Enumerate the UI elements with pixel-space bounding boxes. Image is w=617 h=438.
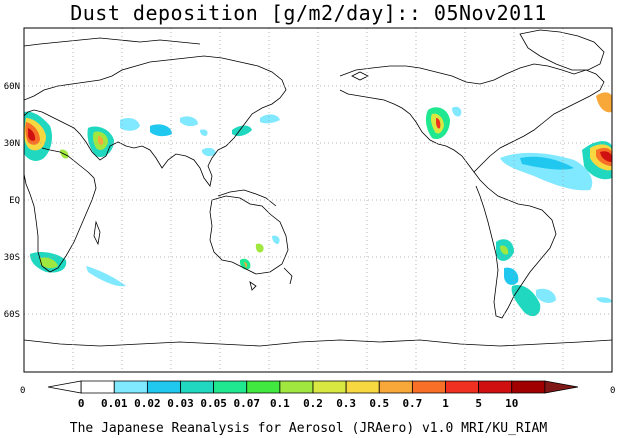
colorbar-tick-label: 0.02	[134, 397, 161, 410]
dust-shading	[24, 92, 612, 317]
coastlines	[24, 29, 612, 347]
colorbar-swatch	[180, 380, 215, 394]
map-title: Dust deposition [g/m2/day]:: 05Nov2011	[70, 1, 547, 25]
colorbar-swatch	[279, 380, 314, 394]
colorbar-tick-label: 0	[77, 397, 85, 410]
lat-label-60n: 60N	[3, 82, 20, 92]
colorbar-tick-label: 0.5	[369, 397, 390, 410]
colorbar-swatch	[411, 380, 446, 394]
colorbar-tick-label: 5	[475, 397, 482, 410]
colorbar-swatch	[113, 380, 148, 394]
colorbar-swatch	[47, 380, 82, 394]
colorbar-swatch	[445, 380, 480, 394]
colorbar-swatch	[378, 380, 413, 394]
lat-label-eq: EQ	[9, 196, 20, 206]
colorbar-tick-label: 0.3	[336, 397, 357, 410]
map-frame	[23, 27, 613, 373]
lat-label-60s: 60S	[3, 310, 20, 320]
colorbar-swatch	[246, 380, 281, 394]
colorbar-swatch	[478, 380, 513, 394]
lat-label-30n: 30N	[3, 139, 20, 149]
colorbar-right-edge-label: 0	[610, 386, 616, 396]
colorbar-swatch	[312, 380, 347, 394]
colorbar-swatch	[146, 380, 181, 394]
colorbar-swatch	[345, 380, 380, 394]
colorbar-tick-label: 0.07	[233, 397, 261, 410]
colorbar-swatch	[80, 380, 115, 394]
colorbar-swatch	[213, 380, 248, 394]
graticule	[24, 28, 612, 372]
colorbar-swatch	[544, 380, 579, 394]
colorbar-tick-label: 0.1	[269, 397, 290, 410]
colorbar-left-edge-label: 0	[20, 386, 26, 396]
colorbar-tick-label: 0.01	[101, 397, 128, 410]
colorbar-tick-label: 0.7	[402, 397, 423, 410]
lat-label-30s: 30S	[3, 253, 20, 263]
colorbar-swatch	[511, 380, 546, 394]
colorbar-tick-label: 10	[505, 397, 519, 410]
colorbar-tick-label: 1	[442, 397, 449, 410]
colorbar-tick-label: 0.2	[303, 397, 323, 410]
footer-credit: The Japanese Reanalysis for Aerosol (JRA…	[69, 421, 548, 436]
colorbar-tick-label: 0.05	[200, 397, 227, 410]
colorbar-tick-label: 0.03	[167, 397, 194, 410]
colorbar	[47, 380, 579, 394]
